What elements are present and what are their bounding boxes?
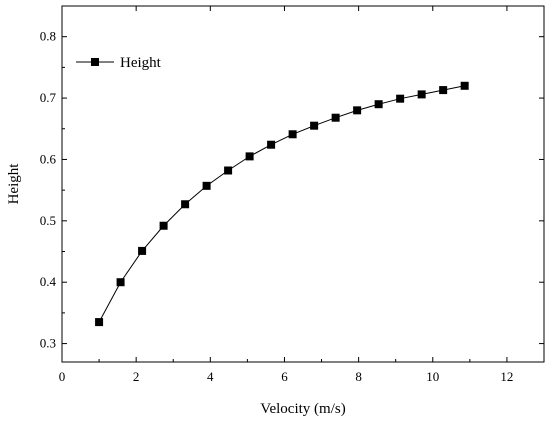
data-point	[202, 181, 211, 190]
data-point	[353, 106, 362, 115]
data-point	[159, 221, 168, 230]
y-tick-label: 0.7	[40, 90, 57, 105]
data-point	[310, 121, 319, 130]
x-tick-label: 4	[207, 369, 214, 384]
data-point	[374, 100, 383, 109]
data-point	[460, 81, 469, 90]
data-point	[116, 278, 125, 287]
plot-area-border	[61, 5, 545, 363]
legend: Height	[76, 55, 162, 71]
data-point	[331, 113, 340, 122]
y-tick-label: 0.4	[40, 274, 57, 289]
y-axis-title: Height	[6, 163, 22, 205]
data-point	[267, 140, 276, 149]
data-point	[245, 152, 254, 161]
y-tick-label: 0.5	[40, 213, 56, 228]
data-point	[396, 94, 405, 103]
x-tick-label: 6	[281, 369, 288, 384]
plot-frame	[61, 5, 545, 363]
y-axis: 0.3 0.4 0.5 0.6 0.7 0.8	[40, 29, 544, 351]
data-point	[138, 246, 147, 255]
data-point	[224, 166, 233, 175]
y-tick-label: 0.6	[40, 151, 57, 166]
data-point	[181, 200, 190, 209]
series-line-0	[98, 85, 465, 323]
x-tick-label: 8	[355, 369, 362, 384]
series-layer	[95, 81, 469, 327]
data-point	[288, 130, 297, 139]
legend-marker	[91, 58, 99, 66]
x-tick-label: 10	[426, 369, 439, 384]
legend-label: Height	[120, 55, 162, 71]
x-tick-label: 2	[133, 369, 140, 384]
data-point	[95, 318, 104, 327]
data-point	[417, 90, 426, 99]
data-point	[439, 86, 448, 95]
y-tick-label: 0.8	[40, 29, 56, 44]
x-tick-label: 0	[59, 369, 66, 384]
x-axis: 0 2 4 6 8 10 12	[59, 6, 513, 384]
x-axis-title: Velocity (m/s)	[260, 401, 345, 417]
x-tick-label: 12	[500, 369, 513, 384]
y-tick-label: 0.3	[40, 336, 56, 351]
